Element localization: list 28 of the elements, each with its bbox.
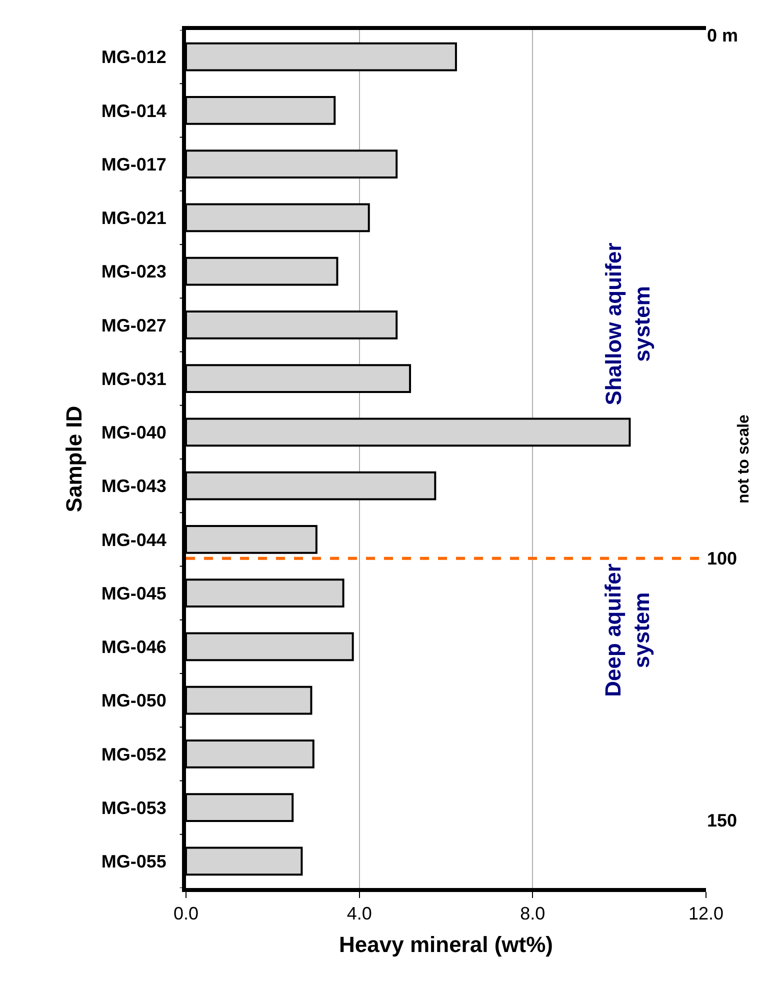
y-tick-label: MG-017 — [101, 154, 166, 174]
y-tick-label: MG-050 — [101, 690, 166, 711]
y-tick-label: MG-021 — [101, 208, 166, 228]
y2-tick-label: 100 — [707, 548, 738, 569]
y2-axis-title: not to scale — [736, 414, 753, 504]
y-tick-label: MG-027 — [101, 315, 166, 336]
x-tick-label: 4.0 — [346, 904, 372, 924]
y-tick-label: MG-055 — [101, 851, 166, 872]
y2-tick-label: 0 m — [707, 26, 738, 46]
y-tick-label: MG-031 — [101, 368, 166, 389]
annotation: Shallow aquifer system — [600, 242, 654, 406]
y-tick-label: MG-052 — [101, 744, 166, 764]
x-tick-label: 8.0 — [520, 904, 546, 924]
x-axis-title: Heavy mineral (wt%) — [339, 932, 553, 957]
y-tick-label: MG-040 — [101, 422, 166, 442]
y-tick-label: MG-044 — [101, 530, 166, 550]
y-tick-label: MG-012 — [101, 47, 166, 68]
y-axis-title: Sample ID — [62, 406, 87, 512]
y2-tick-label: 150 — [707, 810, 738, 830]
y-tick-label: MG-043 — [101, 476, 166, 496]
y-tick-label: MG-023 — [101, 262, 166, 282]
x-tick-label: 0.0 — [173, 904, 199, 924]
y-tick-label: MG-014 — [101, 100, 166, 121]
y-tick-label: MG-053 — [101, 798, 166, 818]
y-tick-label: MG-046 — [101, 636, 166, 657]
y-tick-label: MG-045 — [101, 583, 166, 604]
annotation: Deep aquifer system — [600, 563, 654, 697]
x-tick-label: 12.0 — [688, 904, 724, 924]
